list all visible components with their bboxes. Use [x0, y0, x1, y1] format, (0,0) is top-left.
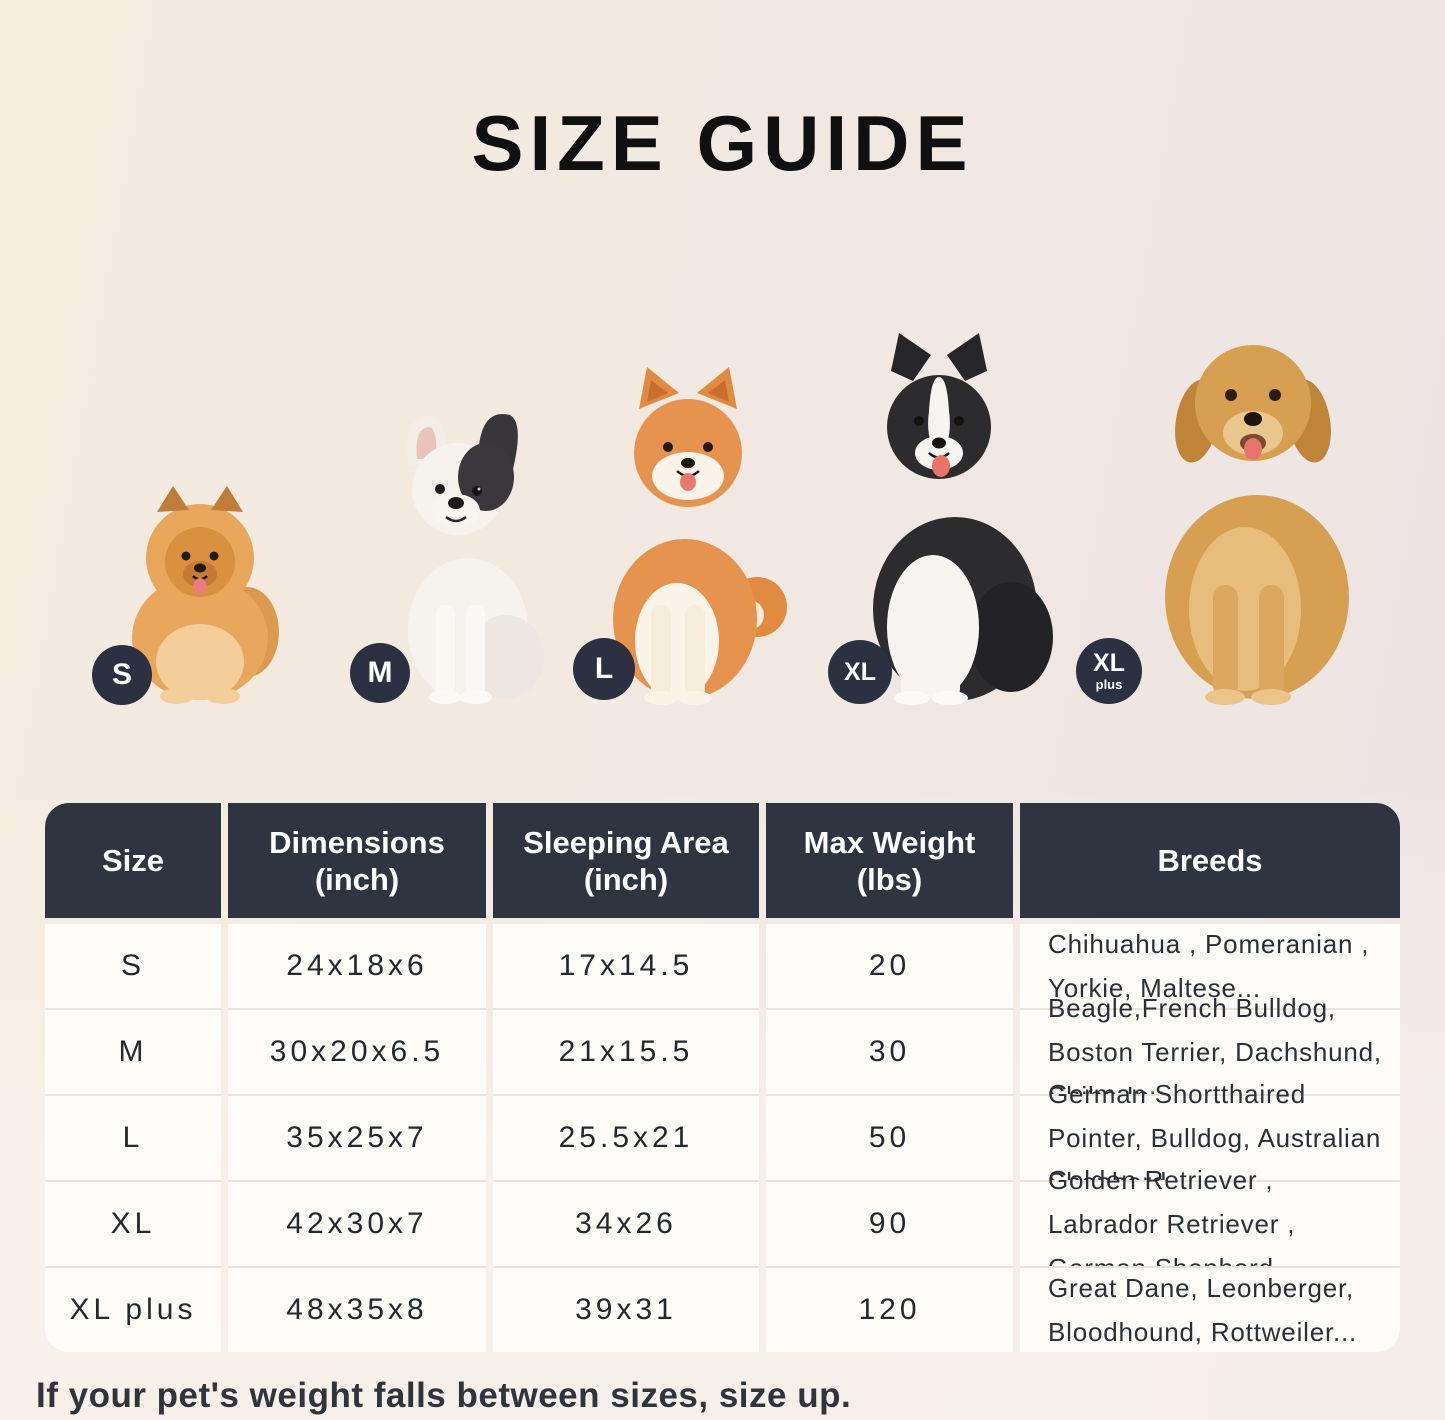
page-title: SIZE GUIDE — [471, 99, 974, 187]
cell-size: S — [45, 924, 221, 1008]
badge-label: M — [367, 656, 393, 689]
cell-size: XL — [45, 1180, 221, 1266]
header-label: Size — [101, 843, 165, 878]
header-unit: (lbs) — [856, 861, 923, 897]
shiba-inu-icon — [613, 367, 787, 705]
cell-breeds: Beagle,French Bulldog, Boston Terrier, D… — [1020, 993, 1400, 1111]
border-collie-xl-dog-illustration — [835, 325, 1065, 705]
header-sleeping-area: Sleeping Area (inch) — [493, 803, 759, 918]
header-label: Max Weight — [803, 824, 976, 860]
badge-sublabel: plus — [1095, 677, 1123, 692]
cell-breeds: Golden Retriever , Labrador Retriever , … — [1020, 1165, 1400, 1283]
header-label: Sleeping Area — [523, 824, 729, 860]
pomeranian-small-dog-illustration — [105, 470, 295, 705]
cell-size: XL plus — [45, 1266, 221, 1352]
sizing-advice-text: If your pet's weight falls between sizes… — [36, 1376, 852, 1415]
badge-label: L — [594, 652, 614, 685]
cell-dimensions: 30x20x6.5 — [228, 1008, 486, 1094]
cell-sleeping-area: 25.5x21 — [493, 1094, 759, 1180]
cell-sleeping-area: 21x15.5 — [493, 1008, 759, 1094]
header-dimensions: Dimensions (inch) — [228, 803, 486, 918]
header-size: Size — [45, 803, 221, 918]
pomeranian-icon — [132, 486, 279, 704]
cell-sleeping-area: 34x26 — [493, 1180, 759, 1266]
cell-dimensions: 48x35x8 — [228, 1266, 486, 1352]
cell-max-weight: 20 — [766, 924, 1013, 1008]
header-label: Dimensions — [269, 824, 445, 860]
border-collie-icon — [873, 333, 1053, 705]
french-bulldog-icon — [406, 414, 544, 704]
french-bulldog-medium-dog-illustration — [360, 405, 565, 705]
cell-dimensions: 24x18x6 — [228, 924, 486, 1008]
cell-breeds: Great Dane, Leonberger, Bloodhound, Rott… — [1020, 1266, 1400, 1352]
golden-retriever-icon — [1165, 345, 1349, 705]
header-label: Breeds — [1157, 843, 1263, 878]
cell-size: M — [45, 1008, 221, 1094]
shiba-inu-large-dog-illustration — [585, 355, 800, 705]
size-badge-xl-plus: XL plus — [1076, 638, 1142, 704]
badge-label: S — [111, 658, 132, 691]
size-badge-xl: XL — [828, 640, 892, 704]
cell-max-weight: 30 — [766, 1008, 1013, 1094]
badge-label: XL — [844, 657, 876, 686]
cell-dimensions: 42x30x7 — [228, 1180, 486, 1266]
header-max-weight: Max Weight (lbs) — [766, 803, 1013, 918]
cell-max-weight: 120 — [766, 1266, 1013, 1352]
header-breeds: Breeds — [1020, 803, 1400, 918]
header-unit: (inch) — [314, 861, 400, 897]
cell-max-weight: 50 — [766, 1094, 1013, 1180]
size-badge-m: M — [350, 643, 410, 703]
table-body: S 24x18x6 17x14.5 20 Chihuahua , Pomeran… — [45, 924, 1400, 1352]
cell-size: L — [45, 1094, 221, 1180]
golden-retriever-xl-plus-dog-illustration — [1125, 295, 1385, 705]
header-unit: (inch) — [583, 861, 669, 897]
badge-label: XL — [1093, 649, 1125, 677]
cell-breeds: Chihuahua , Pomeranian , Yorkie, Maltese… — [1020, 924, 1400, 1008]
size-guide-table: Size Dimensions (inch) Sleeping Area (in… — [45, 803, 1400, 1352]
cell-sleeping-area: 39x31 — [493, 1266, 759, 1352]
cell-dimensions: 35x25x7 — [228, 1094, 486, 1180]
cell-max-weight: 90 — [766, 1180, 1013, 1266]
table-header-row: Size Dimensions (inch) Sleeping Area (in… — [45, 803, 1400, 918]
size-badge-l: L — [573, 638, 635, 700]
cell-sleeping-area: 17x14.5 — [493, 924, 759, 1008]
size-badge-s: S — [92, 645, 152, 705]
